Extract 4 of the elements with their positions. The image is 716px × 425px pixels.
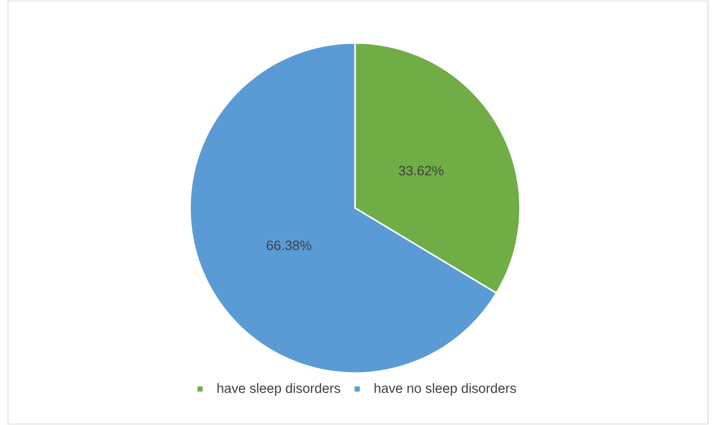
legend-label: have no sleep disorders [374, 383, 516, 396]
legend-label: have sleep disorders [218, 383, 340, 396]
data-label: 66.38% [266, 240, 312, 250]
data-label: 33.62% [398, 166, 444, 176]
